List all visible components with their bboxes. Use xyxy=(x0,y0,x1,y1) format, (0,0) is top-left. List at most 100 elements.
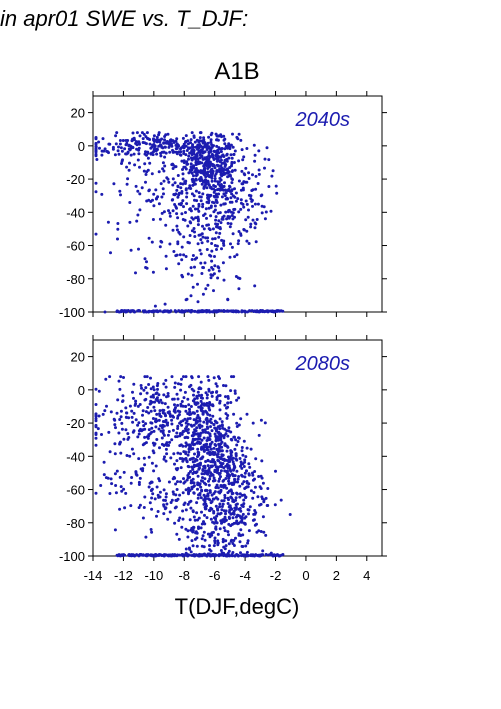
data-point xyxy=(94,417,98,421)
data-point xyxy=(129,309,133,313)
data-point xyxy=(198,492,202,495)
data-point xyxy=(195,501,199,505)
data-point xyxy=(116,398,120,402)
data-point xyxy=(108,450,112,454)
data-point xyxy=(192,463,196,467)
data-point xyxy=(223,142,227,146)
data-point xyxy=(181,491,185,495)
data-point xyxy=(162,310,166,314)
data-point xyxy=(234,496,238,500)
data-point xyxy=(235,135,239,139)
data-point xyxy=(138,503,142,507)
data-point xyxy=(196,219,200,223)
data-point xyxy=(237,475,241,478)
data-point xyxy=(220,453,224,457)
data-point xyxy=(165,443,169,447)
data-point xyxy=(226,466,230,470)
y-tick-label: -100 xyxy=(59,549,85,564)
x-tick-label: 4 xyxy=(363,568,370,583)
data-point xyxy=(255,218,259,221)
data-point xyxy=(118,507,122,511)
data-point xyxy=(116,554,120,557)
data-point xyxy=(203,141,207,145)
data-point xyxy=(256,495,260,499)
data-point xyxy=(165,140,169,143)
data-point xyxy=(222,134,226,138)
data-point xyxy=(230,554,234,558)
data-point xyxy=(176,480,179,484)
data-point xyxy=(252,310,256,313)
data-point xyxy=(244,455,248,459)
data-point xyxy=(173,309,177,313)
data-point xyxy=(185,195,189,199)
data-point xyxy=(176,416,180,420)
data-point xyxy=(251,496,255,500)
data-point xyxy=(135,131,139,135)
data-point xyxy=(240,482,244,486)
data-point xyxy=(150,530,154,534)
data-point xyxy=(162,382,166,386)
data-point xyxy=(132,553,136,557)
data-point xyxy=(196,157,200,161)
data-point xyxy=(186,453,190,457)
data-point xyxy=(152,405,156,409)
data-point xyxy=(175,188,179,192)
data-point xyxy=(211,164,215,168)
data-point xyxy=(226,210,230,214)
data-point xyxy=(186,502,190,506)
y-tick-label: 0 xyxy=(78,139,85,154)
data-point xyxy=(124,428,128,432)
data-point xyxy=(97,140,101,144)
data-point xyxy=(178,516,182,520)
data-point xyxy=(206,472,210,476)
data-point xyxy=(191,148,195,152)
data-point xyxy=(243,522,247,526)
data-point xyxy=(201,192,205,196)
data-point xyxy=(251,173,254,177)
data-point xyxy=(163,155,167,159)
data-point xyxy=(254,240,258,244)
data-point xyxy=(167,145,171,149)
data-point xyxy=(197,233,201,237)
data-point xyxy=(245,412,249,416)
data-point xyxy=(129,504,133,508)
data-point xyxy=(239,188,243,192)
data-point xyxy=(237,179,241,183)
data-point xyxy=(242,180,246,184)
data-point xyxy=(170,498,174,502)
data-point xyxy=(214,218,218,222)
data-point xyxy=(212,476,216,480)
data-point xyxy=(215,448,219,451)
data-point xyxy=(123,309,127,313)
x-tick-label: 2 xyxy=(333,568,340,583)
data-point xyxy=(186,162,190,166)
data-point xyxy=(188,151,192,155)
data-point xyxy=(156,309,159,313)
data-point xyxy=(205,396,209,400)
data-point xyxy=(210,421,213,425)
data-point xyxy=(229,401,233,404)
data-point xyxy=(126,432,130,436)
data-point xyxy=(235,421,239,425)
data-point xyxy=(182,477,185,481)
data-point xyxy=(227,482,231,486)
data-point xyxy=(187,472,191,475)
data-point xyxy=(152,429,156,433)
data-point xyxy=(203,212,207,216)
data-point xyxy=(198,426,202,430)
data-point xyxy=(236,513,240,517)
data-point xyxy=(149,387,153,391)
data-point xyxy=(144,535,148,539)
data-point xyxy=(232,375,236,379)
data-point xyxy=(210,176,214,180)
data-point xyxy=(121,394,125,398)
data-point xyxy=(170,438,174,442)
data-point xyxy=(227,498,230,502)
data-point xyxy=(226,471,229,475)
data-point xyxy=(185,160,189,164)
data-point xyxy=(201,157,205,161)
data-point xyxy=(151,417,155,420)
data-point xyxy=(184,441,188,445)
data-point xyxy=(171,177,175,181)
data-point xyxy=(94,152,98,156)
